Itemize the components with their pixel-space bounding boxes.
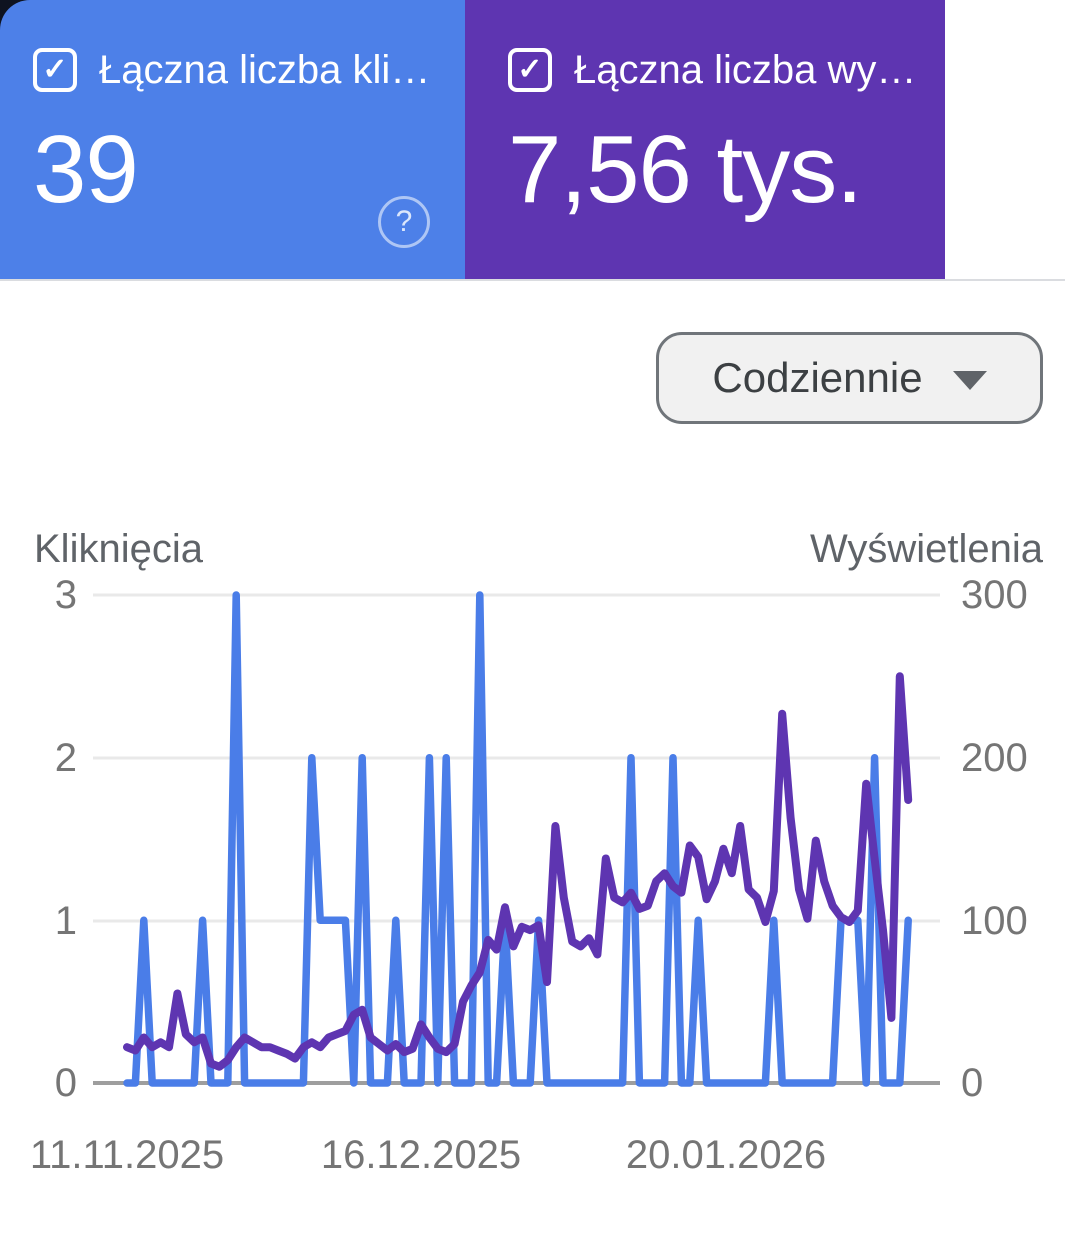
granularity-dropdown[interactable]: Codziennie: [656, 332, 1043, 424]
right-tick-200: 200: [961, 736, 1028, 780]
x-tick-date-3: 20.01.2026: [625, 1133, 827, 1177]
total-clicks-label: Łączna liczba kli…: [99, 48, 431, 92]
total-impressions-value: 7,56 tys.: [508, 116, 863, 223]
right-axis-title: Wyświetlenia: [809, 527, 1043, 571]
right-tick-100: 100: [961, 899, 1028, 943]
total-impressions-label: Łączna liczba wy…: [574, 48, 917, 92]
right-tick-0: 0: [961, 1061, 984, 1105]
left-tick-0: 0: [54, 1061, 77, 1105]
granularity-dropdown-label: Codziennie: [712, 354, 923, 401]
cards-divider: [0, 279, 1065, 281]
chevron-down-icon: [952, 370, 987, 390]
right-tick-300: 300: [961, 573, 1028, 617]
x-tick-date-2: 16.12.2025: [320, 1133, 522, 1177]
checkbox-checked-icon[interactable]: ✓: [33, 48, 77, 92]
total-clicks-card[interactable]: ✓ Łączna liczba kli… 39 ?: [0, 0, 465, 280]
left-axis-title: Kliknięcia: [34, 527, 203, 571]
series-line-impressions: [123, 672, 913, 1071]
total-impressions-card-header: ✓ Łączna liczba wy…: [508, 48, 938, 92]
left-tick-2: 2: [54, 736, 77, 780]
total-clicks-value: 39: [33, 116, 139, 223]
left-tick-1: 1: [54, 899, 77, 943]
series-line-clicks: [123, 591, 912, 1087]
x-tick-date-1: 11.11.2025: [29, 1133, 225, 1177]
total-clicks-card-header: ✓ Łączna liczba kli…: [33, 48, 453, 92]
left-tick-3: 3: [54, 573, 77, 617]
checkbox-checked-icon[interactable]: ✓: [508, 48, 552, 92]
total-impressions-card[interactable]: ✓ Łączna liczba wy… 7,56 tys. ?: [465, 0, 945, 280]
help-icon[interactable]: ?: [378, 196, 430, 248]
